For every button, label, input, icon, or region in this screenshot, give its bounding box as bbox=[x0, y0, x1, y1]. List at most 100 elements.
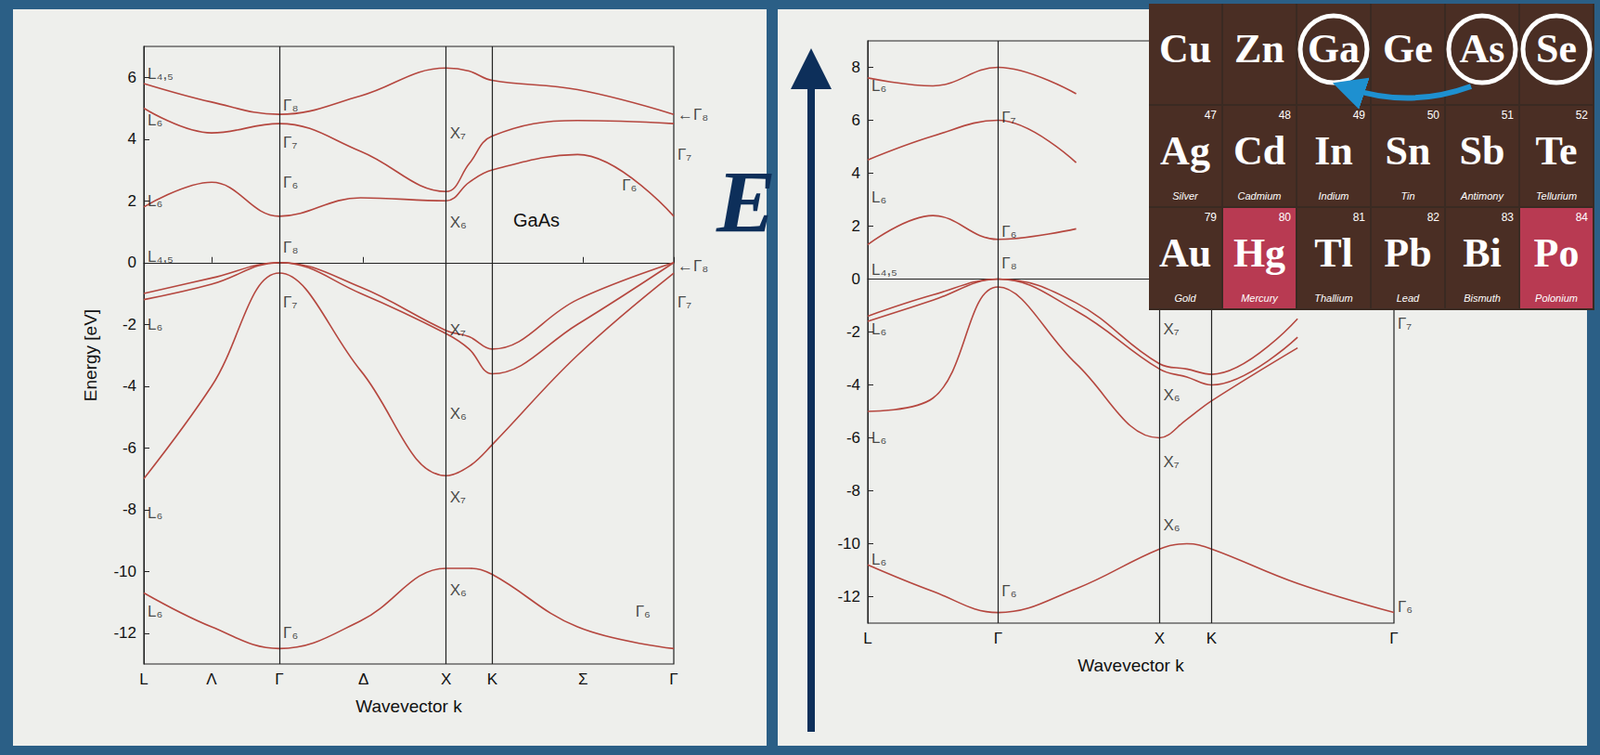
svg-text:GaAs: GaAs bbox=[513, 209, 560, 231]
svg-text:L: L bbox=[863, 629, 872, 647]
html-text:Tl: Tl bbox=[1314, 230, 1353, 276]
svg-text:X₇: X₇ bbox=[450, 321, 466, 339]
svg-text:6: 6 bbox=[128, 68, 137, 87]
html-text:E: E bbox=[716, 152, 776, 252]
svg-text:Λ: Λ bbox=[206, 670, 218, 688]
svg-text:-6: -6 bbox=[846, 428, 861, 447]
svg-text:L₄,₅: L₄,₅ bbox=[871, 260, 898, 279]
html-text:49: 49 bbox=[1352, 108, 1366, 122]
svg-text:2: 2 bbox=[851, 217, 861, 235]
svg-text:Γ₆: Γ₆ bbox=[621, 176, 637, 194]
svg-text:-4: -4 bbox=[846, 375, 861, 394]
svg-text:X₆: X₆ bbox=[1162, 386, 1180, 404]
svg-text:-2: -2 bbox=[846, 322, 861, 341]
svg-text:Γ₇: Γ₇ bbox=[1397, 314, 1412, 333]
svg-text:0: 0 bbox=[851, 270, 861, 288]
html-text:Pb: Pb bbox=[1384, 230, 1432, 276]
svg-text:4: 4 bbox=[128, 129, 137, 148]
svg-text:Γ: Γ bbox=[669, 670, 678, 688]
svg-text:-10: -10 bbox=[113, 562, 137, 581]
svg-text:Γ₇: Γ₇ bbox=[1001, 108, 1016, 127]
svg-text:X₇: X₇ bbox=[450, 488, 466, 506]
html-text:Te: Te bbox=[1535, 128, 1578, 174]
svg-text:Γ₈: Γ₈ bbox=[283, 238, 298, 257]
html-text:Bi: Bi bbox=[1462, 230, 1502, 276]
svg-text:Γ₆: Γ₆ bbox=[1397, 597, 1413, 616]
svg-text:L₆: L₆ bbox=[871, 428, 887, 447]
svg-text:-10: -10 bbox=[837, 534, 861, 553]
html-text:Sn: Sn bbox=[1385, 128, 1431, 174]
html-text:As: As bbox=[1459, 25, 1505, 72]
svg-text:Wavevector k: Wavevector k bbox=[355, 696, 463, 716]
svg-text:-6: -6 bbox=[122, 438, 137, 457]
svg-text:L₆: L₆ bbox=[871, 77, 887, 95]
svg-text:Γ₇: Γ₇ bbox=[677, 145, 692, 164]
svg-text:X: X bbox=[1154, 629, 1165, 647]
svg-text:X₇: X₇ bbox=[450, 124, 466, 142]
svg-text:L₆: L₆ bbox=[147, 111, 163, 130]
svg-text:X₇: X₇ bbox=[1162, 452, 1179, 471]
html-text:Po: Po bbox=[1533, 230, 1580, 276]
svg-text:Γ: Γ bbox=[274, 670, 284, 688]
svg-text:Γ₇: Γ₇ bbox=[283, 293, 297, 311]
html-text:Au: Au bbox=[1159, 230, 1212, 276]
svg-text:8: 8 bbox=[851, 58, 861, 77]
svg-text:6: 6 bbox=[851, 111, 861, 130]
html-text:Ge: Ge bbox=[1382, 25, 1433, 72]
svg-text:X: X bbox=[440, 670, 452, 688]
html-text:In: In bbox=[1314, 128, 1353, 174]
svg-text:L: L bbox=[139, 670, 148, 688]
svg-text:L₄,₅: L₄,₅ bbox=[147, 247, 174, 266]
svg-text:-12: -12 bbox=[837, 587, 861, 606]
svg-text:X₆: X₆ bbox=[450, 404, 467, 423]
svg-text:Γ₇: Γ₇ bbox=[283, 133, 297, 152]
svg-text:K: K bbox=[1206, 629, 1218, 647]
svg-text:-4: -4 bbox=[122, 376, 137, 395]
svg-text:Γ₆: Γ₆ bbox=[1001, 581, 1017, 600]
svg-text:L₆: L₆ bbox=[871, 320, 887, 338]
svg-text:Γ₆: Γ₆ bbox=[1001, 222, 1017, 241]
svg-text:4: 4 bbox=[851, 164, 861, 182]
svg-text:L₆: L₆ bbox=[147, 602, 163, 620]
html-text:Se: Se bbox=[1535, 25, 1577, 72]
svg-text:L₆: L₆ bbox=[871, 188, 887, 207]
html-text:Hg: Hg bbox=[1233, 230, 1286, 276]
svg-text:L₄,₅: L₄,₅ bbox=[147, 64, 174, 83]
svg-text:-2: -2 bbox=[122, 315, 137, 334]
svg-text:X₆: X₆ bbox=[1162, 516, 1180, 534]
html-text:Ag: Ag bbox=[1160, 128, 1211, 174]
html-text:Sb: Sb bbox=[1459, 128, 1505, 174]
svg-text:L₆: L₆ bbox=[147, 315, 163, 334]
html-text:Cd: Cd bbox=[1233, 128, 1286, 174]
svg-text:-8: -8 bbox=[122, 500, 137, 518]
svg-text:←Γ₈: ←Γ₈ bbox=[677, 257, 709, 275]
svg-text:X₇: X₇ bbox=[1162, 320, 1179, 338]
svg-text:X₆: X₆ bbox=[450, 580, 467, 599]
svg-text:Γ₆: Γ₆ bbox=[283, 173, 298, 192]
svg-text:Γ₇: Γ₇ bbox=[677, 293, 692, 311]
svg-text:Γ: Γ bbox=[1389, 629, 1398, 647]
svg-text:L₆: L₆ bbox=[147, 503, 163, 522]
html-text:81: 81 bbox=[1352, 210, 1366, 224]
svg-text:-8: -8 bbox=[846, 481, 861, 500]
svg-text:Γ₈: Γ₈ bbox=[1001, 254, 1017, 272]
html-text:Zn: Zn bbox=[1234, 25, 1285, 72]
svg-text:Γ₆: Γ₆ bbox=[283, 623, 298, 642]
html-text:Cu: Cu bbox=[1159, 25, 1212, 72]
svg-text:X₆: X₆ bbox=[450, 213, 467, 232]
svg-text:Γ: Γ bbox=[993, 629, 1003, 647]
svg-text:-12: -12 bbox=[113, 623, 137, 642]
svg-text:←Γ₈: ←Γ₈ bbox=[677, 105, 709, 124]
svg-text:Δ: Δ bbox=[358, 670, 369, 688]
svg-text:Wavevector k: Wavevector k bbox=[1077, 655, 1185, 675]
svg-text:L₆: L₆ bbox=[147, 192, 163, 210]
svg-text:Energy [eV]: Energy [eV] bbox=[80, 309, 101, 401]
svg-text:Γ₈: Γ₈ bbox=[283, 96, 298, 115]
svg-text:Σ: Σ bbox=[578, 670, 589, 688]
svg-text:K: K bbox=[487, 670, 499, 688]
svg-text:L₆: L₆ bbox=[871, 550, 887, 568]
svg-text:0: 0 bbox=[128, 253, 137, 271]
svg-text:Γ₆: Γ₆ bbox=[635, 602, 651, 620]
svg-text:2: 2 bbox=[128, 192, 137, 210]
html-text:Ga: Ga bbox=[1307, 25, 1360, 72]
